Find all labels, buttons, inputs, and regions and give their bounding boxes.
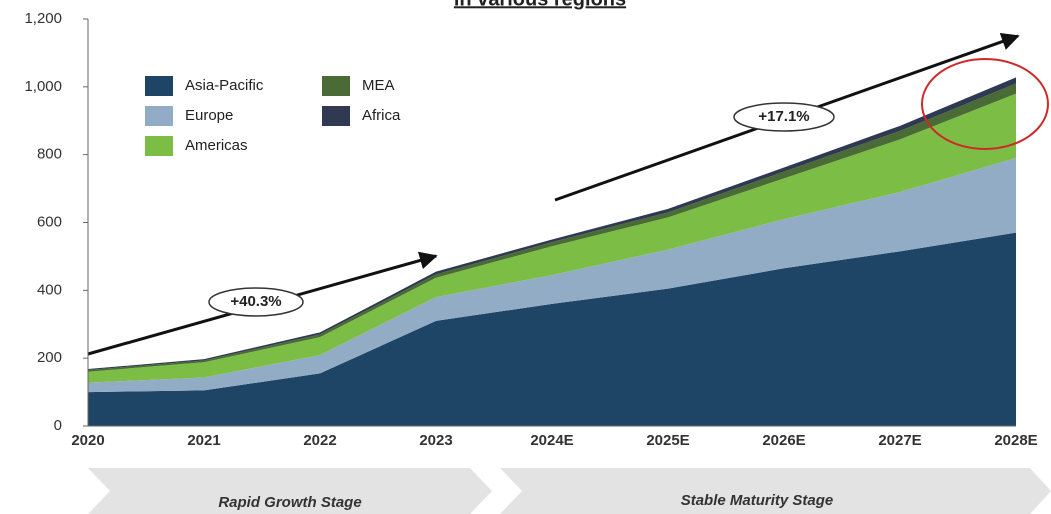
chart-title: in various regions: [454, 0, 626, 10]
legend-label: MEA: [362, 77, 395, 94]
y-tick-label: 1,000: [24, 78, 62, 95]
x-tick-label: 2022: [303, 432, 336, 449]
annotation: +17.1%: [758, 108, 809, 125]
stage-chevron: [500, 468, 1051, 514]
highlight-circle: [921, 58, 1049, 150]
area: [88, 232, 1016, 426]
stage-label: Stable Maturity Stage: [681, 492, 834, 509]
legend-label: Americas: [185, 137, 248, 154]
x-tick-label: 2024E: [530, 432, 573, 449]
legend-swatch: [145, 136, 173, 156]
legend-swatch: [322, 106, 350, 126]
x-tick-label: 2020: [71, 432, 104, 449]
x-tick-label: 2026E: [762, 432, 805, 449]
y-tick-label: 800: [37, 146, 62, 163]
legend-label: Africa: [362, 107, 401, 124]
x-tick-label: 2027E: [878, 432, 921, 449]
y-tick-label: 200: [37, 349, 62, 366]
legend-swatch: [145, 76, 173, 96]
stage-chevron: [88, 468, 492, 514]
y-tick-label: 600: [37, 213, 62, 230]
x-tick-label: 2023: [419, 432, 452, 449]
y-tick-label: 1,200: [24, 10, 62, 27]
legend-swatch: [322, 76, 350, 96]
legend-label: Europe: [185, 107, 233, 124]
x-tick-label: 2021: [187, 432, 220, 449]
annotation-bubble: [208, 287, 304, 317]
x-tick-label: 2028E: [994, 432, 1037, 449]
y-tick-label: 0: [54, 417, 62, 434]
y-tick-label: 400: [37, 281, 62, 298]
stage-label: Rapid Growth Stage: [218, 494, 361, 511]
legend-swatch: [145, 106, 173, 126]
annotation: +40.3%: [230, 293, 281, 310]
legend-label: Asia-Pacific: [185, 77, 264, 94]
annotation-bubble: [733, 102, 835, 132]
x-tick-label: 2025E: [646, 432, 689, 449]
